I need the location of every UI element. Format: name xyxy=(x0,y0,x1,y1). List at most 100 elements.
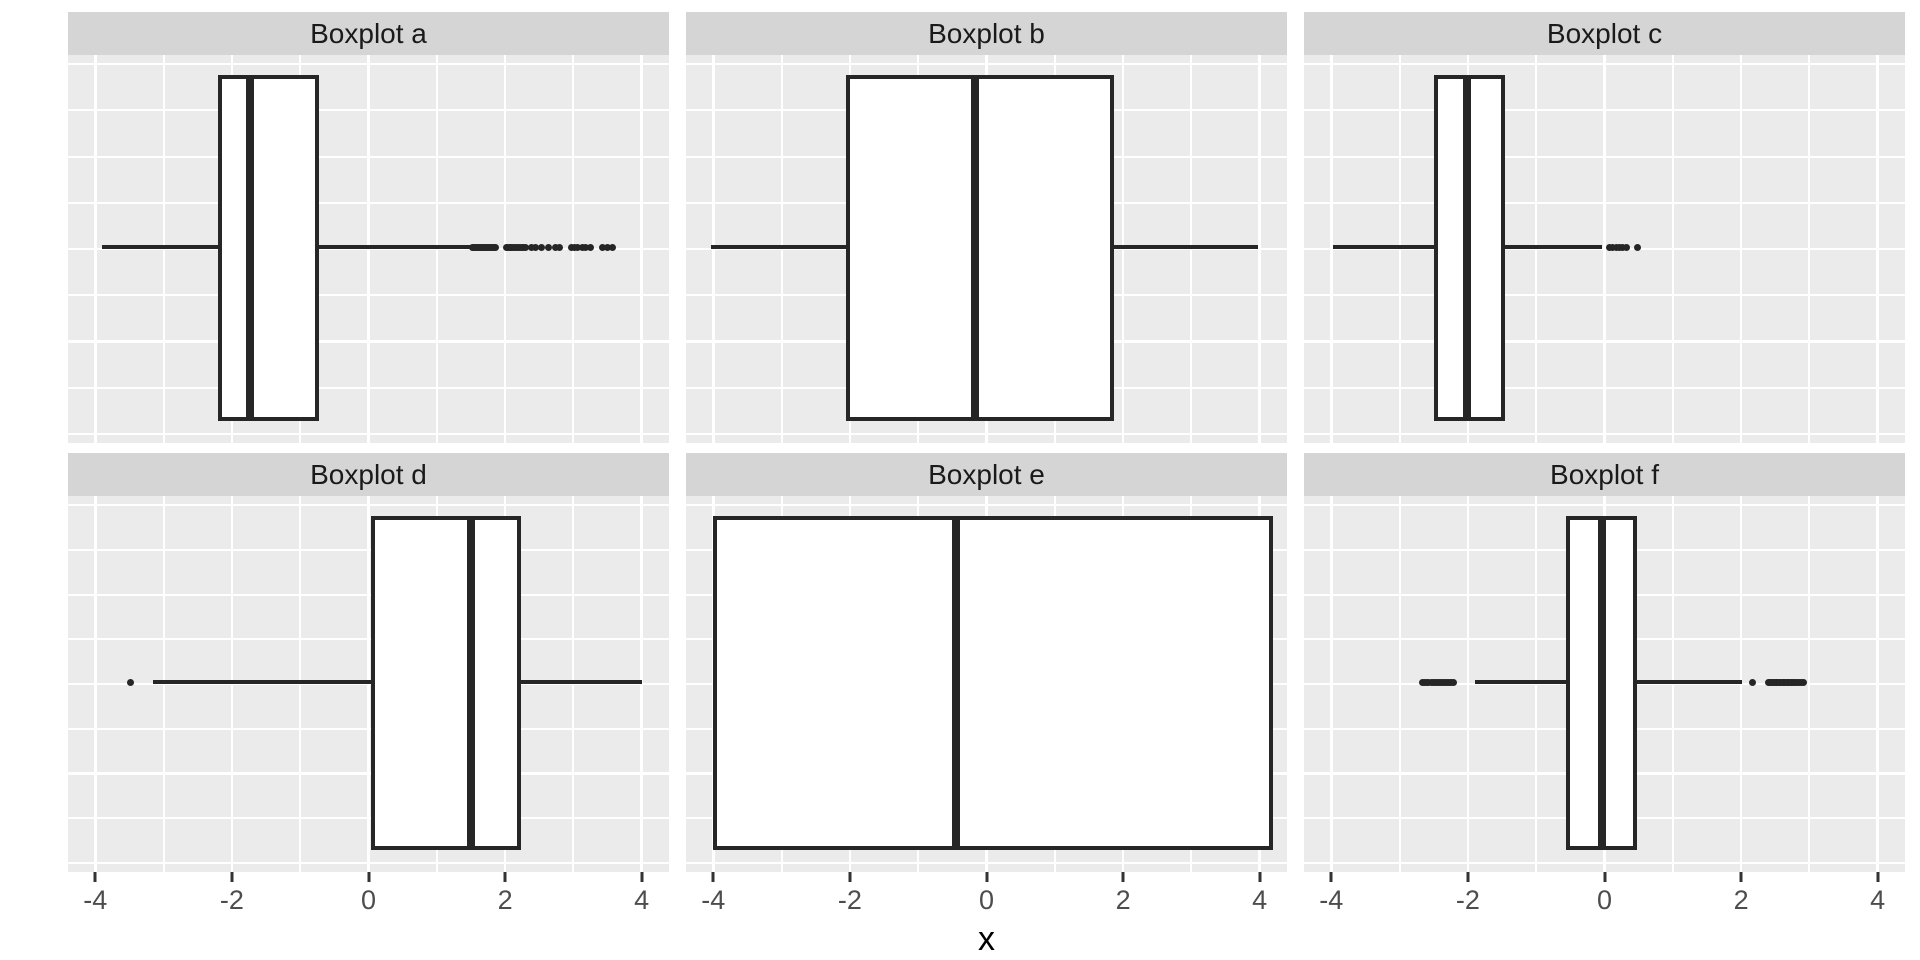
boxplot-outlier-dot xyxy=(544,243,552,251)
x-axis-tick-label: -2 xyxy=(837,885,862,915)
gridline-horizontal xyxy=(68,340,669,343)
facet-strip-label: Boxplot f xyxy=(1550,459,1659,490)
facet-panel xyxy=(1304,496,1905,872)
facet-row-bottom: Boxplot d -4 -2 0 2 4 Boxplot e -4 -2 0 2 4 Boxplot … xyxy=(68,453,1905,920)
boxplot-outlier-dot xyxy=(527,243,535,251)
x-axis-tick-mark xyxy=(985,872,988,882)
gridline-horizontal xyxy=(68,772,669,775)
x-axis-tick-label: -2 xyxy=(219,885,244,915)
x-axis: -4 -2 0 2 4 xyxy=(68,872,669,920)
boxplot-whisker xyxy=(1333,245,1434,250)
facet-strip: Boxplot b xyxy=(686,12,1287,55)
gridline-horizontal xyxy=(68,109,669,112)
boxplot-median xyxy=(951,516,960,850)
x-axis: -4 -2 0 2 4 xyxy=(1304,872,1905,920)
x-axis-tick-mark xyxy=(711,872,715,882)
boxplot-median xyxy=(245,75,254,421)
gridline-horizontal xyxy=(68,63,669,66)
gridline-horizontal xyxy=(1304,294,1905,297)
boxplot-outlier-dot xyxy=(1800,678,1808,686)
boxplot-whisker xyxy=(1114,245,1258,250)
gridline-horizontal xyxy=(68,504,669,507)
boxplot-outlier-dot xyxy=(522,243,530,251)
boxplot-outlier-dot xyxy=(604,243,612,251)
x-axis-tick-mark xyxy=(1876,872,1880,882)
facet-e: Boxplot e -4 -2 0 2 4 xyxy=(686,453,1287,920)
x-axis-tick-label: 0 xyxy=(978,885,995,915)
boxplot-box xyxy=(845,75,1115,421)
boxplot-outlier-dot xyxy=(556,243,564,251)
x-axis-tick-label: 0 xyxy=(1596,885,1613,915)
facet-panel xyxy=(68,496,669,872)
boxplot-outlier-dot xyxy=(573,243,581,251)
boxplot-whisker xyxy=(153,680,371,685)
boxplot-outlier-dot xyxy=(582,243,590,251)
facet-strip: Boxplot f xyxy=(1304,453,1905,496)
gridline-horizontal xyxy=(68,593,669,596)
x-axis-tick-label: 4 xyxy=(1252,885,1268,915)
gridline-horizontal xyxy=(1304,247,1905,251)
facet-strip-label: Boxplot b xyxy=(928,18,1045,49)
x-axis-tick-mark xyxy=(848,872,852,882)
boxplot-outlier-dot xyxy=(1450,678,1458,686)
boxplot-box xyxy=(370,516,521,850)
facet-c: Boxplot c xyxy=(1304,12,1905,443)
x-axis-tick-label: -4 xyxy=(1319,885,1344,915)
x-axis-tick-mark xyxy=(1258,872,1262,882)
facet-a: Boxplot a xyxy=(68,12,669,443)
x-axis-tick-mark xyxy=(1329,872,1333,882)
boxplot-whisker xyxy=(319,245,470,250)
x-axis-tick-mark xyxy=(367,872,370,882)
facet-panel xyxy=(686,55,1287,443)
gridline-horizontal xyxy=(686,861,1287,864)
boxplot-whisker xyxy=(102,245,219,250)
x-axis-tick-label: -4 xyxy=(83,885,108,915)
gridline-horizontal xyxy=(1304,201,1905,204)
boxplot-outlier-dot xyxy=(586,243,594,251)
x-axis-tick-label: -4 xyxy=(701,885,726,915)
gridline-horizontal xyxy=(68,386,669,389)
x-axis-tick-mark xyxy=(1121,872,1125,882)
gridline-horizontal xyxy=(68,817,669,820)
boxplot-box xyxy=(218,75,320,421)
boxplot-whisker xyxy=(1474,680,1567,685)
x-axis-tick-label: 2 xyxy=(497,885,513,915)
facet-f: Boxplot f -4 -2 0 2 4 xyxy=(1304,453,1905,920)
gridline-horizontal xyxy=(1304,504,1905,507)
boxplot-outlier-dot xyxy=(1622,243,1630,251)
facet-panel xyxy=(1304,55,1905,443)
x-axis-tick-mark xyxy=(503,872,507,882)
facet-row-top: Boxplot a Boxplot b Boxplot c xyxy=(68,12,1905,443)
facet-strip: Boxplot c xyxy=(1304,12,1905,55)
facet-strip-label: Boxplot a xyxy=(310,18,427,49)
facet-strip-label: Boxplot d xyxy=(310,459,427,490)
x-axis-tick-label: 2 xyxy=(1115,885,1131,915)
gridline-horizontal xyxy=(68,548,669,551)
gridline-horizontal xyxy=(68,727,669,730)
x-axis-title: x xyxy=(978,920,995,958)
gridline-horizontal xyxy=(686,432,1287,435)
boxplot-median xyxy=(1462,75,1471,421)
gridline-horizontal xyxy=(68,432,669,435)
boxplot-median xyxy=(466,516,475,850)
boxplot-outlier-dot xyxy=(599,243,607,251)
boxplot-median xyxy=(970,75,979,421)
facet-strip: Boxplot d xyxy=(68,453,669,496)
boxplot-outlier-dot xyxy=(608,243,616,251)
gridline-horizontal xyxy=(1304,861,1905,864)
gridline-horizontal xyxy=(68,294,669,297)
gridline-horizontal xyxy=(1304,109,1905,112)
x-axis-tick-label: 2 xyxy=(1733,885,1749,915)
gridline-horizontal xyxy=(686,63,1287,66)
boxplot-whisker xyxy=(520,680,642,685)
x-axis-tick-label: 4 xyxy=(1870,885,1886,915)
gridline-horizontal xyxy=(686,504,1287,507)
facet-strip-label: Boxplot e xyxy=(928,459,1045,490)
boxplot-box xyxy=(713,516,1274,850)
x-axis-tick-label: 0 xyxy=(360,885,377,915)
gridline-horizontal xyxy=(1304,432,1905,435)
gridline-horizontal xyxy=(1304,386,1905,389)
facet-strip: Boxplot a xyxy=(68,12,669,55)
x-axis-tick-mark xyxy=(640,872,644,882)
